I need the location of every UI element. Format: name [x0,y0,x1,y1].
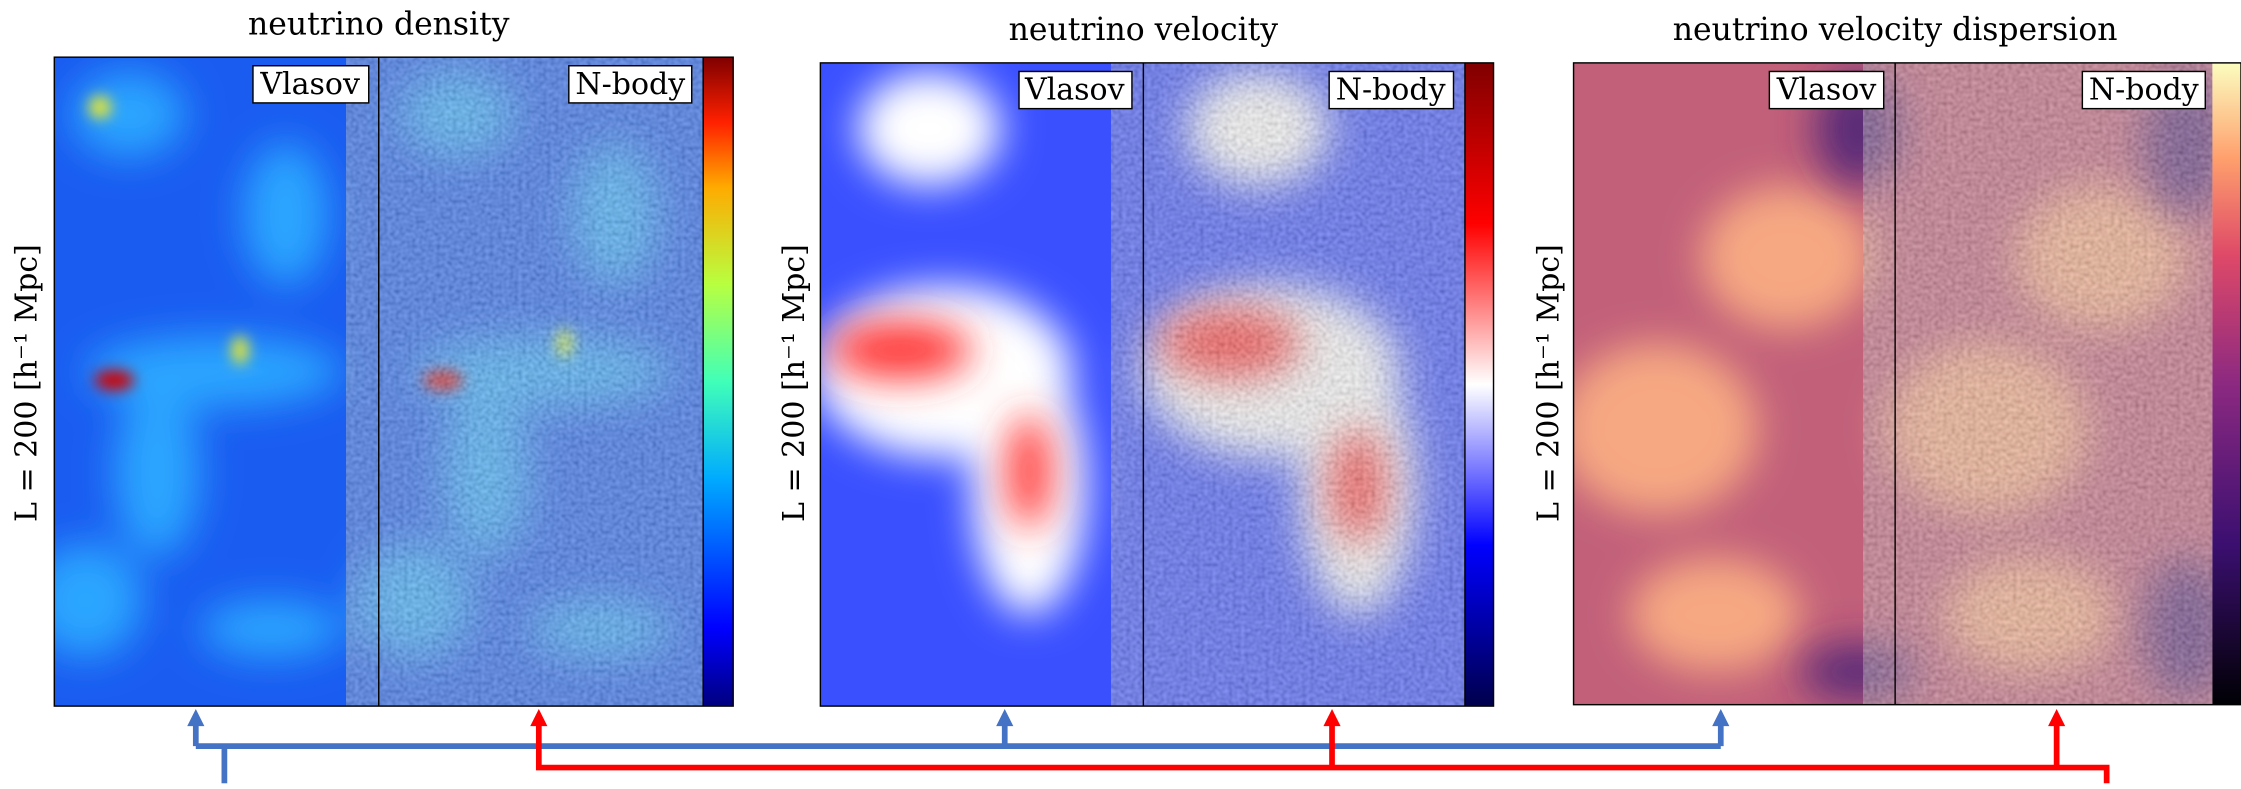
y-axis-label: L = 200 [h⁻¹ Mpc] [777,244,812,522]
method-label: Vlasov [1024,72,1125,107]
velocity-map [820,62,1465,707]
vlasov-connector [192,720,1724,784]
panel-title: neutrino velocity dispersion [1673,12,2118,48]
panel-title: neutrino density [248,6,510,42]
method-label: N-body [575,67,685,102]
method-label: Vlasov [259,67,360,102]
method-label: N-body [2089,72,2199,107]
y-axis-label: L = 200 [h⁻¹ Mpc] [10,244,45,522]
dispersion-map [1573,62,2213,705]
method-label: Vlasov [1776,72,1877,107]
method-label: N-body [1336,72,1446,107]
colorbar [703,57,734,707]
density-map [54,57,704,707]
panel-title: neutrino velocity [1009,12,1279,48]
y-axis-label: L = 200 [h⁻¹ Mpc] [1532,244,1567,522]
colorbar [2212,62,2241,705]
nbody-connector [535,720,2110,784]
colorbar [1464,62,1494,707]
